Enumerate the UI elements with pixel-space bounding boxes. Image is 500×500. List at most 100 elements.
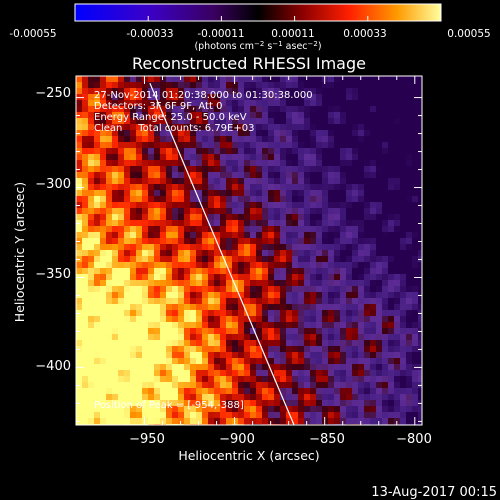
heatmap-cell [328,406,335,413]
heatmap-cell [160,130,167,137]
heatmap-cell [172,352,179,359]
heatmap-cell [142,382,149,389]
heatmap-cell [148,94,155,101]
heatmap-cell [220,394,227,401]
heatmap-cell [346,310,353,317]
heatmap-cell [382,280,389,287]
heatmap-cell [250,94,257,101]
heatmap-cell [76,100,83,107]
heatmap-cell [400,316,407,323]
heatmap-cell [286,214,293,221]
heatmap-cell [328,76,335,83]
heatmap-cell [376,412,383,419]
heatmap-cell [226,94,233,101]
heatmap-cell [160,238,167,245]
heatmap-cell [382,262,389,269]
heatmap-cell [88,346,95,353]
heatmap-cell [370,208,377,215]
heatmap-cell [148,328,155,335]
heatmap-cell [76,352,83,359]
heatmap-cell [328,382,335,389]
heatmap-cell [184,220,191,227]
heatmap-cell [190,334,197,341]
heatmap-cell [394,322,401,329]
heatmap-cell [274,328,281,335]
heatmap-cell [184,388,191,395]
heatmap-cell [148,124,155,131]
heatmap-cell [94,154,101,161]
heatmap-cell [358,232,365,239]
heatmap-cell [76,340,83,347]
heatmap-cell [82,268,89,275]
heatmap-cell [88,340,95,347]
heatmap-cell [268,76,275,83]
heatmap-cell [184,208,191,215]
heatmap-cell [142,124,149,131]
heatmap-cell [148,184,155,191]
heatmap-cell [292,268,299,275]
heatmap-cell [388,94,395,101]
heatmap-cell [316,298,323,305]
heatmap-cell [178,82,185,89]
heatmap-cell [352,172,359,179]
heatmap-cell [340,184,347,191]
heatmap-cell [274,406,281,413]
heatmap-cell [310,82,317,89]
heatmap-cell [124,340,131,347]
heatmap-cell [232,352,239,359]
heatmap-cell [142,112,149,119]
heatmap-cell [202,238,209,245]
heatmap-cell [244,172,251,179]
heatmap-cell [214,202,221,209]
heatmap-cell [328,178,335,185]
heatmap-cell [412,400,419,407]
heatmap-cell [322,412,329,419]
heatmap-cell [172,358,179,365]
heatmap-cell [160,292,167,299]
heatmap-cell [118,208,125,215]
heatmap-cell [184,346,191,353]
heatmap-cell [172,382,179,389]
heatmap-cell [352,142,359,149]
heatmap-cell [286,88,293,95]
heatmap-cell [184,118,191,125]
heatmap-cell [178,106,185,113]
heatmap-cell [292,280,299,287]
heatmap-cell [340,238,347,245]
heatmap-cell [268,304,275,311]
heatmap-cell [226,238,233,245]
heatmap-cell [202,184,209,191]
heatmap-cell [334,304,341,311]
heatmap-cell [352,124,359,131]
heatmap-cell [142,184,149,191]
heatmap-cell [376,346,383,353]
heatmap-cell [130,394,137,401]
heatmap-cell [394,94,401,101]
heatmap-cell [172,340,179,347]
heatmap-cell [304,364,311,371]
heatmap-cell [214,388,221,395]
heatmap-cell [178,166,185,173]
heatmap-cell [82,382,89,389]
heatmap-cell [136,292,143,299]
heatmap-cell [214,370,221,377]
heatmap-cell [88,208,95,215]
heatmap-cell [100,382,107,389]
heatmap-cell [394,256,401,263]
heatmap-cell [166,304,173,311]
heatmap-cell [376,124,383,131]
heatmap-cell [214,292,221,299]
heatmap-cell [400,100,407,107]
heatmap-cell [418,406,422,413]
heatmap-cell [328,190,335,197]
heatmap-cell [166,232,173,239]
heatmap-cell [142,166,149,173]
heatmap-cell [418,358,422,365]
heatmap-cell [370,190,377,197]
heatmap-cell [292,226,299,233]
heatmap-cell [220,166,227,173]
heatmap-cell [418,262,422,269]
heatmap-cell [292,334,299,341]
heatmap-cell [376,202,383,209]
heatmap-cell [244,106,251,113]
